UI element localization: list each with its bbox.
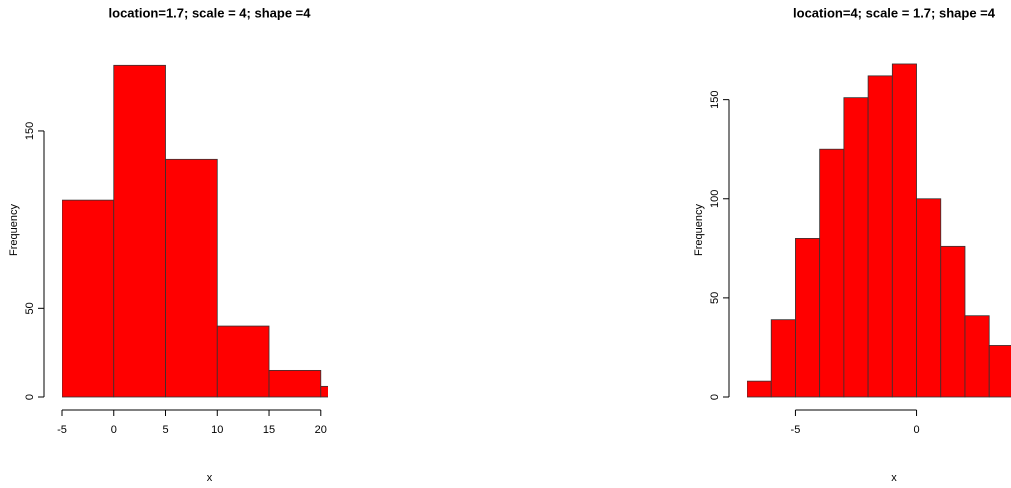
bar (795, 238, 821, 398)
chart-title: location=1.7; scale = 4; shape =4 (109, 5, 312, 20)
bar (268, 369, 322, 398)
bar (165, 158, 218, 398)
x-tick-label: 0 (111, 424, 117, 436)
x-axis-label: x (891, 472, 897, 484)
bars (747, 63, 1011, 398)
x-tick-label: 10 (211, 424, 223, 436)
bar (320, 385, 328, 398)
bar (113, 64, 166, 398)
y-tick-label: 50 (709, 292, 721, 304)
bar (770, 319, 796, 398)
bar (819, 148, 845, 398)
y-tick-label: 50 (24, 302, 36, 314)
y-tick-label: 0 (709, 394, 721, 400)
chart: 0 50 150 -5 0 5 10 15 20 location=1.7; scale = 4;… (8, 5, 328, 484)
x-tick-label: 5 (162, 424, 168, 436)
chart: 0 50 100 150 -5 0 location=4; scale = 1.7; sha… (693, 5, 1011, 484)
bar (964, 315, 990, 398)
bar (843, 97, 869, 398)
bar (940, 245, 966, 398)
bar (747, 380, 772, 398)
y-axis-label: Frequency (8, 204, 20, 256)
y-tick-label: 100 (709, 190, 721, 208)
bar (916, 198, 942, 398)
x-tick-label: 0 (913, 424, 919, 436)
x-tick-label: -5 (57, 424, 67, 436)
x-tick-label: -5 (791, 424, 801, 436)
bar (867, 75, 893, 398)
x-axis-label: x (207, 472, 213, 484)
bar (891, 63, 917, 398)
y-tick-label: 0 (24, 394, 36, 400)
bar (62, 199, 115, 398)
bar (988, 345, 1011, 398)
y-tick-label: 150 (24, 122, 36, 140)
x-tick-label: 15 (263, 424, 275, 436)
chart-title: location=4; scale = 1.7; shape =4 (793, 5, 996, 20)
x-tick-label: 20 (315, 424, 327, 436)
y-tick-label: 150 (709, 90, 721, 108)
bar (216, 325, 270, 398)
y-axis-label: Frequency (693, 204, 705, 256)
bars (62, 64, 328, 398)
